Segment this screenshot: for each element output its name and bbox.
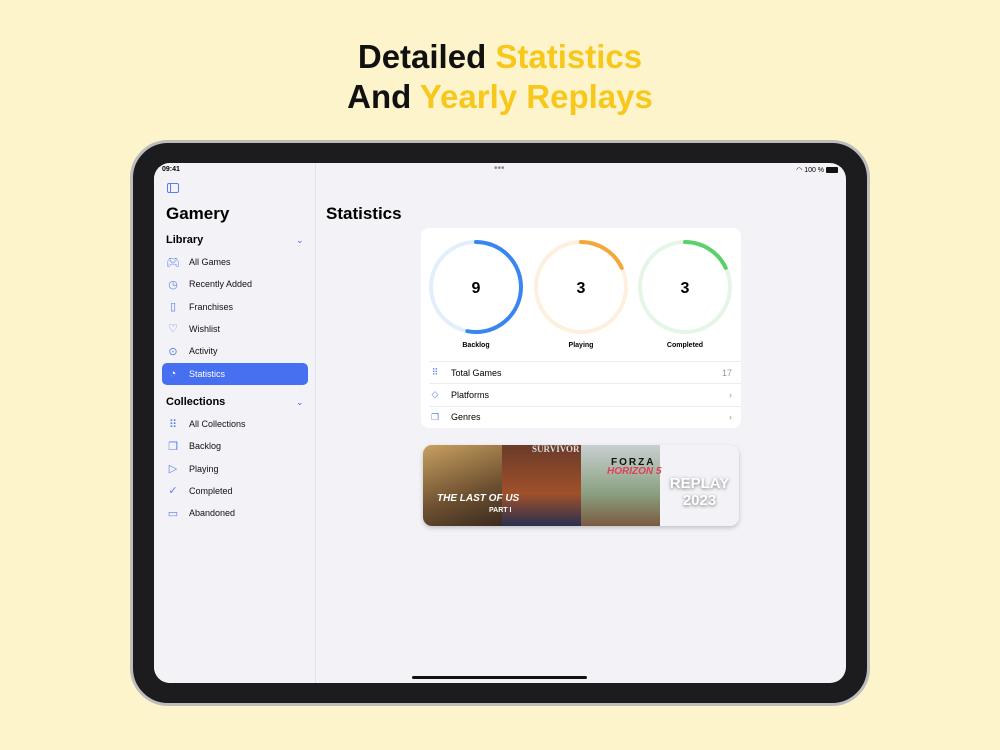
sidebar-toggle-icon[interactable] [167,183,179,193]
game-art-survivor: SURVIVOR [502,445,581,526]
checkmark-icon: ✓ [168,485,178,498]
sidebar-item-label: All Collections [189,419,246,429]
status-bar-right: ◠ 100 % [796,166,838,174]
home-indicator[interactable] [412,676,587,679]
sidebar-item-label: Activity [189,346,218,357]
sidebar-item-backlog[interactable]: ❒ Backlog [162,435,308,457]
sidebar-item-abandoned[interactable]: ▭ Abandoned [162,502,308,524]
battery-icon [826,167,838,174]
chevron-down-icon[interactable]: ⌄ [296,235,304,245]
sidebar-item-recently-added[interactable]: ◷ Recently Added [162,273,308,295]
grid-icon: ⠿ [431,367,439,377]
ring-label: Backlog [462,342,490,349]
chart-pie-icon: ◔ [169,367,177,380]
sidebar-item-label: All Games [189,257,231,267]
sidebar-item-all-collections[interactable]: ⠿ All Collections [162,413,308,435]
stack-icon: ❒ [168,440,178,453]
sidebar: Gamery Library ⌄ 🎮︎ All Games ◷ Recently Ad… [154,163,316,683]
grid-icon: ⠿ [168,418,178,431]
game-art-last-of-us: THE LAST OF US PART I [423,445,519,526]
tag-icon: ◇ [431,389,439,400]
sidebar-item-label: Wishlist [189,323,220,334]
row-value: 17 [721,367,732,378]
replay-label: REPLAY 2023 [669,475,730,509]
headline-line1: Detailed Statistics [357,38,643,75]
row-genres[interactable]: ❐ Genres › [429,405,741,428]
row-label: Genres [451,412,481,423]
sidebar-item-label: Statistics [189,368,226,379]
sidebar-item-label: Franchises [189,301,234,312]
sidebar-item-franchises[interactable]: ▯ Franchises [162,296,308,318]
page-title: Statistics [326,204,402,223]
clock-icon: ◷ [168,278,178,291]
ring-value: 3 [681,280,690,297]
sidebar-item-statistics[interactable]: ◔ Statistics [162,362,308,385]
chevron-right-icon: › [729,389,732,400]
collections-header[interactable]: Collections [166,396,226,408]
sidebar-item-label: Playing [189,463,219,474]
headline-line2: And Yearly Replays [347,78,653,115]
ring-label: Playing [568,342,594,349]
game-subtitle-part-1: PART I [489,507,512,514]
sidebar-item-playing[interactable]: ▷ Playing [162,458,308,480]
screen: Gamery Library ⌄ 🎮︎ All Games ◷ Recently Ad… [154,163,846,683]
ring-progress-completed [638,240,732,334]
stats-card: 9 3 3 Backlog Playing Completed ⠿ Total Games… [421,228,741,428]
activity-icon: ⊙ [168,345,178,358]
genres-icon: ❐ [430,411,440,422]
jar-icon: ▯ [169,301,177,314]
ring-label: Completed [666,342,704,349]
library-header[interactable]: Library [166,234,204,246]
gamecontroller-icon: 🎮︎ [166,256,180,269]
row-label: Platforms [451,389,490,400]
sidebar-item-wishlist[interactable]: ♡ Wishlist [162,318,308,340]
sidebar-item-label: Completed [189,485,233,496]
ring-progress-playing [534,240,628,334]
sidebar-item-label: Backlog [189,441,222,452]
app-title: Gamery [166,204,230,223]
heart-icon: ♡ [168,323,178,336]
play-icon: ▷ [168,463,178,476]
game-title-survivor: SURVIVOR [532,445,580,454]
sidebar-item-label: Recently Added [189,279,253,290]
ring-value: 9 [472,280,481,297]
game-title-horizon-5: HORIZON 5 [607,466,662,477]
chevron-down-icon[interactable]: ⌄ [296,397,304,407]
ring-value: 3 [577,280,586,297]
game-title-forza: FORZA [611,457,656,468]
multitask-dots[interactable]: ••• [494,163,505,174]
game-art-forza: FORZA HORIZON 5 [581,445,662,526]
ring-progress-backlog [429,240,523,334]
wifi-icon: ◠ [796,167,805,174]
game-title-last-of-us: THE LAST OF US [437,493,520,504]
row-total-games: ⠿ Total Games 17 [429,361,741,383]
status-time: 09:41 [162,166,180,173]
row-label: Total Games [451,367,502,378]
replay-2023-banner[interactable]: THE LAST OF US PART I SURVIVOR FORZA HORIZ… [423,445,739,526]
archive-icon: ▭ [167,507,179,520]
chevron-right-icon: › [729,412,732,423]
row-platforms[interactable]: ◇ Platforms › [429,383,741,405]
rings-chart: 9 3 3 [429,240,732,334]
sidebar-item-all-games[interactable]: 🎮︎ All Games [162,251,308,273]
sidebar-item-activity[interactable]: ⊙ Activity [162,340,308,362]
battery-level: 100 % [804,167,825,174]
sidebar-item-completed[interactable]: ✓ Completed [162,480,308,502]
sidebar-item-label: Abandoned [189,508,236,519]
